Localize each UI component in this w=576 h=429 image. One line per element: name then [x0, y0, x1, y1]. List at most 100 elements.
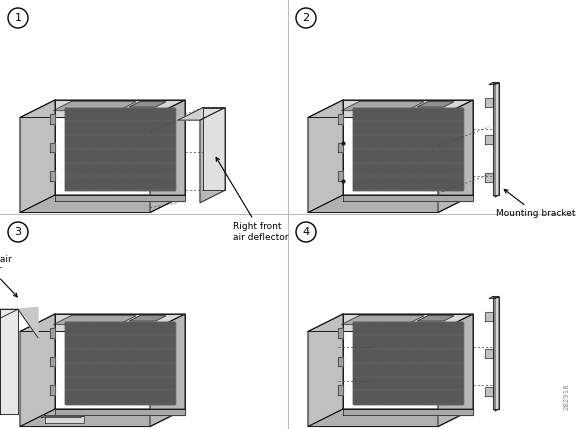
- Circle shape: [8, 222, 28, 242]
- Polygon shape: [18, 307, 38, 338]
- Polygon shape: [338, 328, 343, 338]
- Polygon shape: [449, 108, 462, 190]
- Polygon shape: [50, 357, 55, 366]
- Polygon shape: [418, 316, 454, 321]
- Polygon shape: [343, 409, 473, 415]
- Polygon shape: [338, 357, 343, 366]
- Polygon shape: [489, 82, 499, 85]
- Polygon shape: [422, 108, 435, 190]
- Polygon shape: [79, 108, 92, 190]
- Polygon shape: [66, 108, 175, 190]
- Text: Left top air
deflector: Left top air deflector: [0, 255, 17, 297]
- Polygon shape: [20, 409, 185, 426]
- Polygon shape: [395, 322, 407, 404]
- Polygon shape: [308, 314, 343, 426]
- Polygon shape: [79, 322, 92, 404]
- Polygon shape: [367, 108, 380, 190]
- Polygon shape: [485, 349, 493, 358]
- Polygon shape: [438, 100, 473, 212]
- Polygon shape: [50, 328, 55, 338]
- Polygon shape: [495, 82, 499, 197]
- Polygon shape: [200, 108, 225, 203]
- Polygon shape: [308, 409, 473, 426]
- Text: 2: 2: [302, 13, 309, 23]
- Polygon shape: [161, 108, 174, 190]
- Polygon shape: [54, 102, 136, 111]
- Polygon shape: [203, 108, 225, 190]
- Polygon shape: [485, 312, 493, 321]
- Text: 4: 4: [302, 227, 309, 237]
- Polygon shape: [308, 100, 473, 118]
- Polygon shape: [161, 322, 174, 404]
- Text: Mounting bracket: Mounting bracket: [496, 190, 575, 218]
- Polygon shape: [93, 108, 106, 190]
- Circle shape: [296, 8, 316, 28]
- Polygon shape: [408, 108, 421, 190]
- Polygon shape: [120, 108, 133, 190]
- Polygon shape: [20, 195, 185, 212]
- Polygon shape: [338, 114, 343, 124]
- Circle shape: [296, 222, 316, 242]
- Text: 3: 3: [14, 227, 21, 237]
- Polygon shape: [308, 100, 343, 212]
- Polygon shape: [107, 108, 119, 190]
- Polygon shape: [120, 322, 133, 404]
- Polygon shape: [20, 100, 185, 118]
- Text: 282918: 282918: [564, 383, 570, 410]
- Polygon shape: [134, 322, 147, 404]
- Polygon shape: [381, 322, 394, 404]
- Polygon shape: [20, 314, 185, 332]
- Polygon shape: [338, 171, 343, 181]
- Polygon shape: [0, 309, 18, 325]
- Polygon shape: [408, 322, 421, 404]
- Polygon shape: [485, 387, 493, 396]
- Polygon shape: [20, 100, 55, 212]
- Polygon shape: [147, 322, 160, 404]
- Polygon shape: [354, 108, 463, 190]
- Polygon shape: [134, 108, 147, 190]
- Polygon shape: [449, 322, 462, 404]
- Polygon shape: [54, 316, 136, 324]
- Polygon shape: [485, 136, 493, 145]
- Polygon shape: [55, 195, 185, 201]
- Polygon shape: [354, 322, 463, 404]
- Polygon shape: [308, 195, 473, 212]
- Polygon shape: [343, 195, 473, 201]
- Polygon shape: [50, 385, 55, 395]
- Polygon shape: [93, 322, 106, 404]
- Polygon shape: [485, 98, 493, 107]
- Polygon shape: [367, 322, 380, 404]
- Polygon shape: [41, 416, 84, 418]
- Text: 1: 1: [14, 13, 21, 23]
- Polygon shape: [342, 316, 424, 324]
- Polygon shape: [66, 322, 78, 404]
- Polygon shape: [489, 296, 499, 299]
- Polygon shape: [338, 385, 343, 395]
- Polygon shape: [495, 296, 499, 411]
- Polygon shape: [418, 102, 454, 107]
- Polygon shape: [66, 108, 78, 190]
- Polygon shape: [0, 309, 18, 414]
- Polygon shape: [381, 108, 394, 190]
- Polygon shape: [395, 108, 407, 190]
- Polygon shape: [50, 114, 55, 124]
- Polygon shape: [493, 82, 499, 195]
- Text: Right front
air deflector: Right front air deflector: [216, 157, 289, 242]
- Polygon shape: [150, 100, 185, 212]
- Polygon shape: [45, 416, 84, 423]
- Polygon shape: [354, 108, 366, 190]
- Polygon shape: [66, 322, 175, 404]
- Polygon shape: [50, 143, 55, 152]
- Polygon shape: [50, 171, 55, 181]
- Polygon shape: [435, 108, 448, 190]
- Polygon shape: [342, 102, 424, 111]
- Polygon shape: [338, 143, 343, 152]
- Polygon shape: [130, 102, 166, 107]
- Polygon shape: [130, 316, 166, 321]
- Polygon shape: [107, 322, 119, 404]
- Polygon shape: [55, 409, 185, 415]
- Polygon shape: [308, 314, 473, 332]
- Polygon shape: [493, 296, 499, 409]
- Polygon shape: [435, 322, 448, 404]
- Polygon shape: [20, 314, 55, 426]
